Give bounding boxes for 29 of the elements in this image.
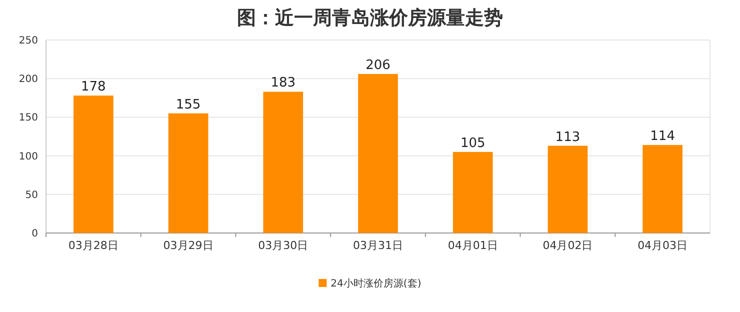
- bar: [263, 92, 304, 233]
- legend-label: 24小时涨价房源(套): [330, 278, 422, 290]
- y-tick-label: 250: [18, 36, 38, 46]
- x-tick-label: 03月31日: [353, 239, 403, 252]
- y-tick-label: 200: [18, 74, 38, 86]
- x-tick-label: 04月02日: [542, 239, 593, 252]
- x-tick-label: 03月30日: [258, 239, 308, 252]
- x-tick-label: 04月01日: [448, 239, 498, 252]
- bar: [642, 144, 682, 233]
- chart-title: 图：近一周青岛涨价房源量走势: [237, 7, 503, 29]
- y-tick-label: 100: [18, 151, 38, 162]
- y-tick-label: 0: [32, 228, 38, 240]
- y-tick-label: 150: [18, 112, 38, 124]
- bar: [548, 146, 588, 233]
- bar: [358, 74, 398, 233]
- x-tick-label: 04月03日: [638, 239, 688, 252]
- data-label: 105: [460, 136, 486, 151]
- data-label: 183: [270, 76, 296, 91]
- x-tick-label: 03月29日: [163, 239, 214, 252]
- bar: [168, 113, 208, 233]
- y-tick-label: 50: [25, 190, 38, 201]
- data-label: 178: [81, 80, 106, 95]
- data-label: 114: [650, 128, 675, 144]
- x-tick-label: 03月28日: [68, 239, 118, 252]
- bar: [452, 152, 493, 233]
- bar: [74, 96, 114, 233]
- data-label: 206: [366, 58, 390, 73]
- data-label: 113: [555, 130, 580, 145]
- data-label: 155: [176, 97, 201, 112]
